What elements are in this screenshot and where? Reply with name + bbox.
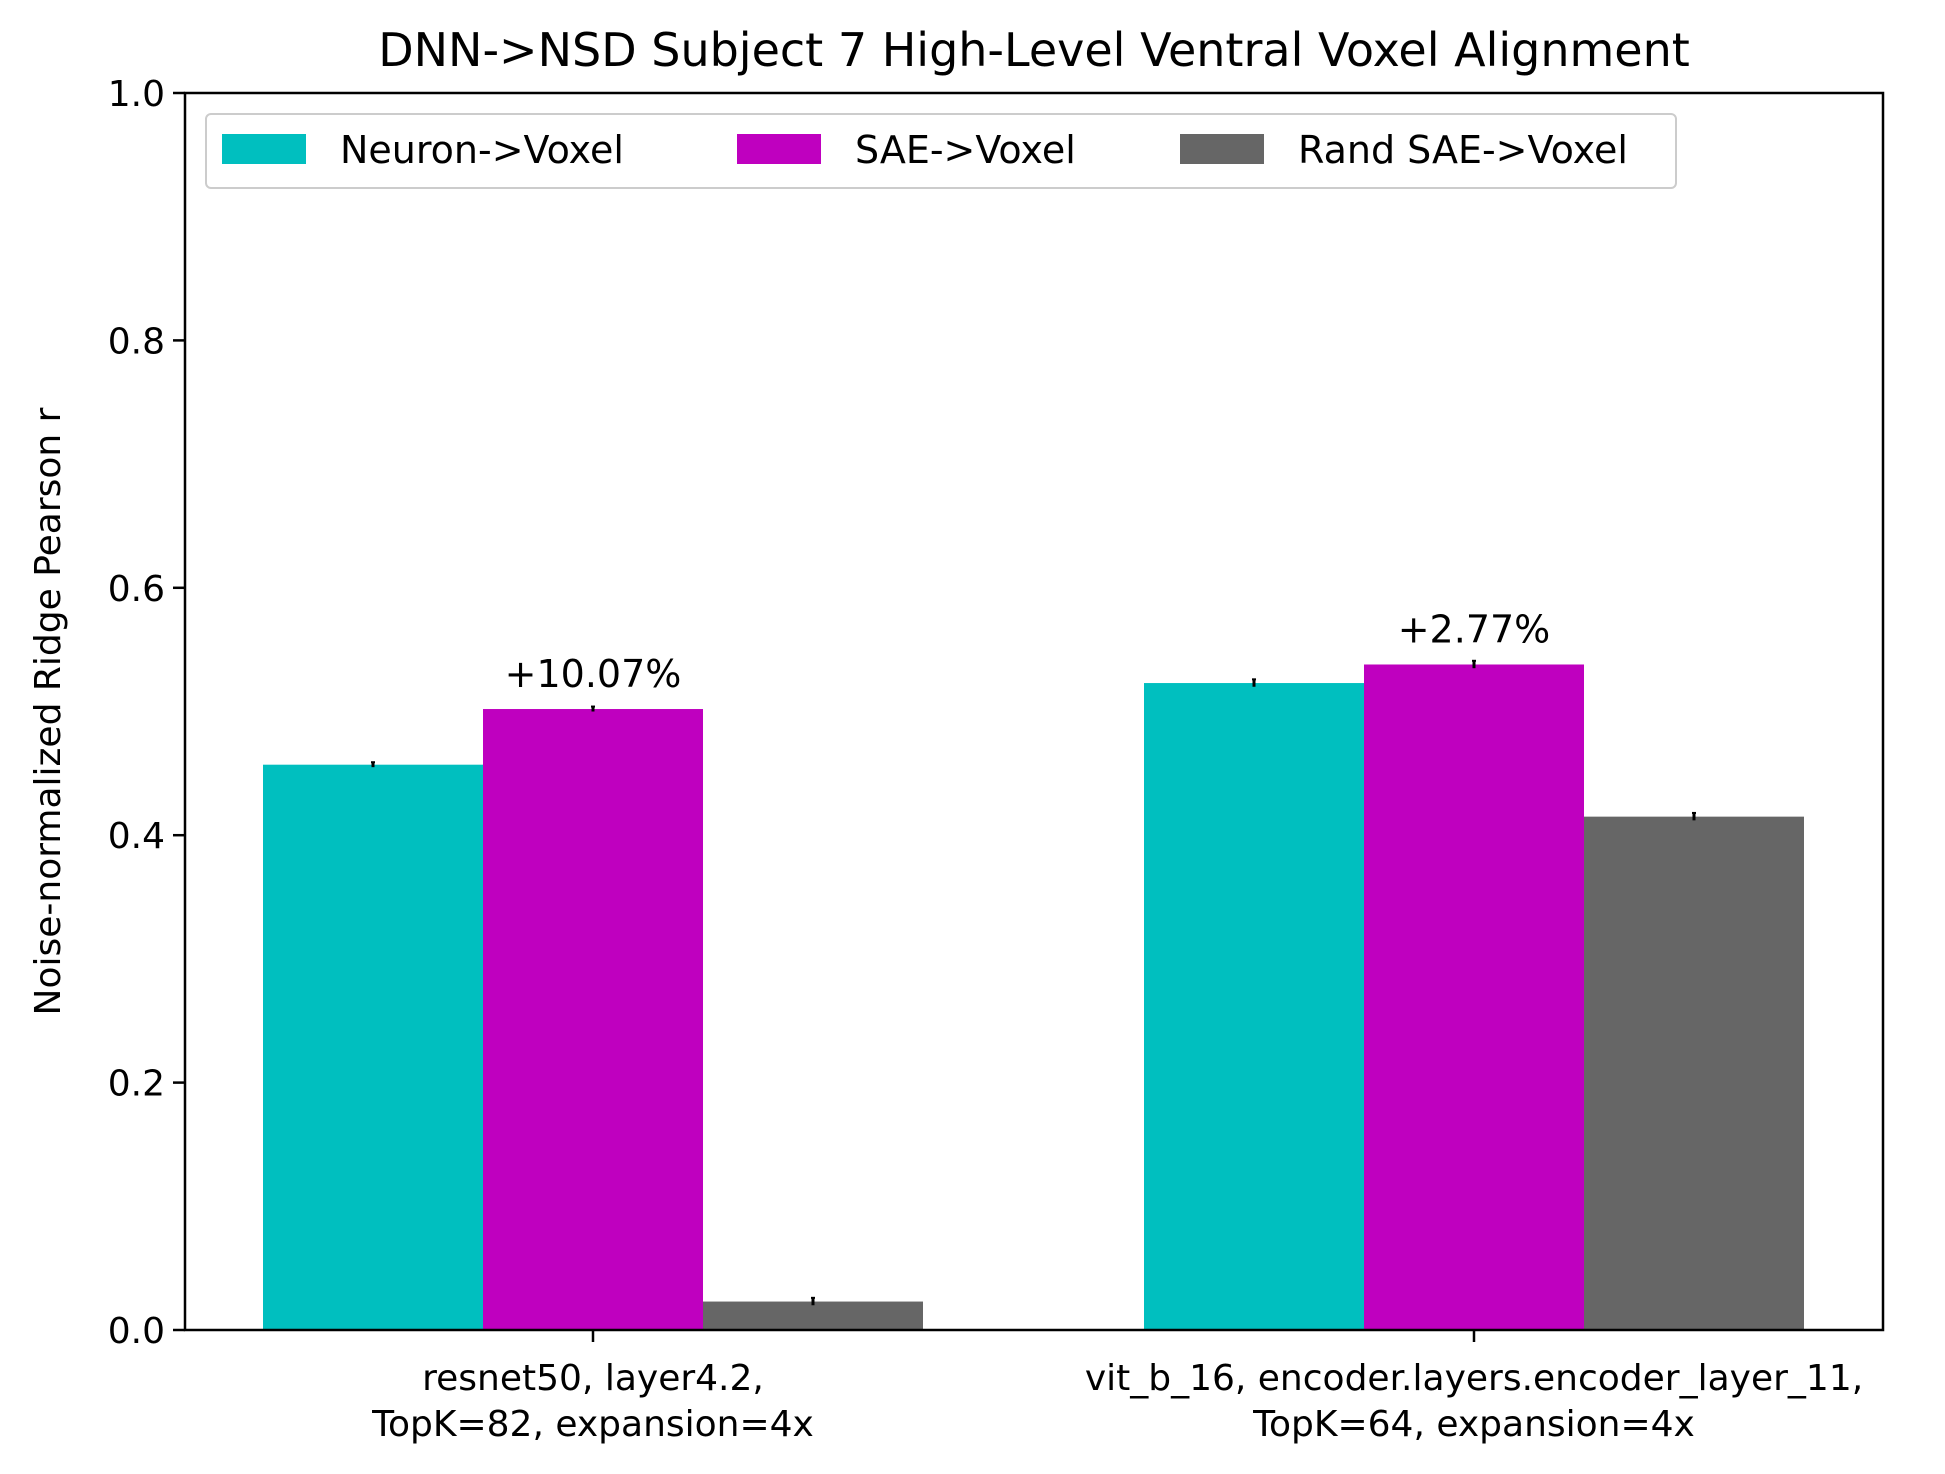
legend-swatch — [737, 134, 821, 164]
x-axis: resnet50, layer4.2, TopK=82, expansion=4x… — [371, 1330, 1863, 1445]
annotations-group: +10.07% +2.77% — [505, 607, 1551, 696]
bar-rand-sae-voxel-0 — [703, 1301, 923, 1330]
plot-frame — [183, 91, 1885, 1332]
bars-group — [263, 664, 1804, 1330]
bar-neuron-voxel-1 — [1144, 683, 1364, 1330]
bar-sae-voxel-1 — [1364, 664, 1584, 1330]
y-tick-label: 1.0 — [108, 74, 165, 115]
x-tick-label: TopK=64, expansion=4x — [1252, 1404, 1695, 1445]
legend-label: Rand SAE->Voxel — [1298, 128, 1628, 172]
bar-rand-sae-voxel-1 — [1584, 816, 1804, 1330]
y-tick-label: 0.6 — [108, 569, 165, 610]
improvement-annotation: +2.77% — [1398, 607, 1551, 651]
x-tick-label: resnet50, layer4.2, — [422, 1358, 764, 1399]
y-tick-label: 0.2 — [108, 1064, 165, 1105]
x-tick-label: vit_b_16, encoder.layers.encoder_layer_1… — [1085, 1358, 1863, 1399]
improvement-annotation: +10.07% — [505, 652, 682, 696]
y-tick-label: 0.8 — [108, 321, 165, 362]
y-axis: 0.0 0.2 0.4 0.6 0.8 1.0 — [108, 74, 185, 1352]
legend-swatch — [222, 134, 306, 164]
legend-swatch — [1180, 134, 1264, 164]
x-tick-label: TopK=82, expansion=4x — [371, 1404, 814, 1445]
y-tick-label: 0.4 — [108, 816, 165, 857]
legend-label: SAE->Voxel — [855, 128, 1076, 172]
chart-title: DNN->NSD Subject 7 High-Level Ventral Vo… — [378, 23, 1690, 77]
y-tick-label: 0.0 — [108, 1311, 165, 1352]
legend-label: Neuron->Voxel — [340, 128, 624, 172]
legend: Neuron->Voxel SAE->Voxel Rand SAE->Voxel — [205, 113, 1677, 189]
bar-neuron-voxel-0 — [263, 764, 483, 1330]
error-bars-group — [371, 659, 1696, 1306]
y-axis-label: Noise-normalized Ridge Pearson r — [28, 407, 69, 1015]
legend-box — [205, 113, 1677, 189]
bar-sae-voxel-0 — [483, 709, 703, 1330]
